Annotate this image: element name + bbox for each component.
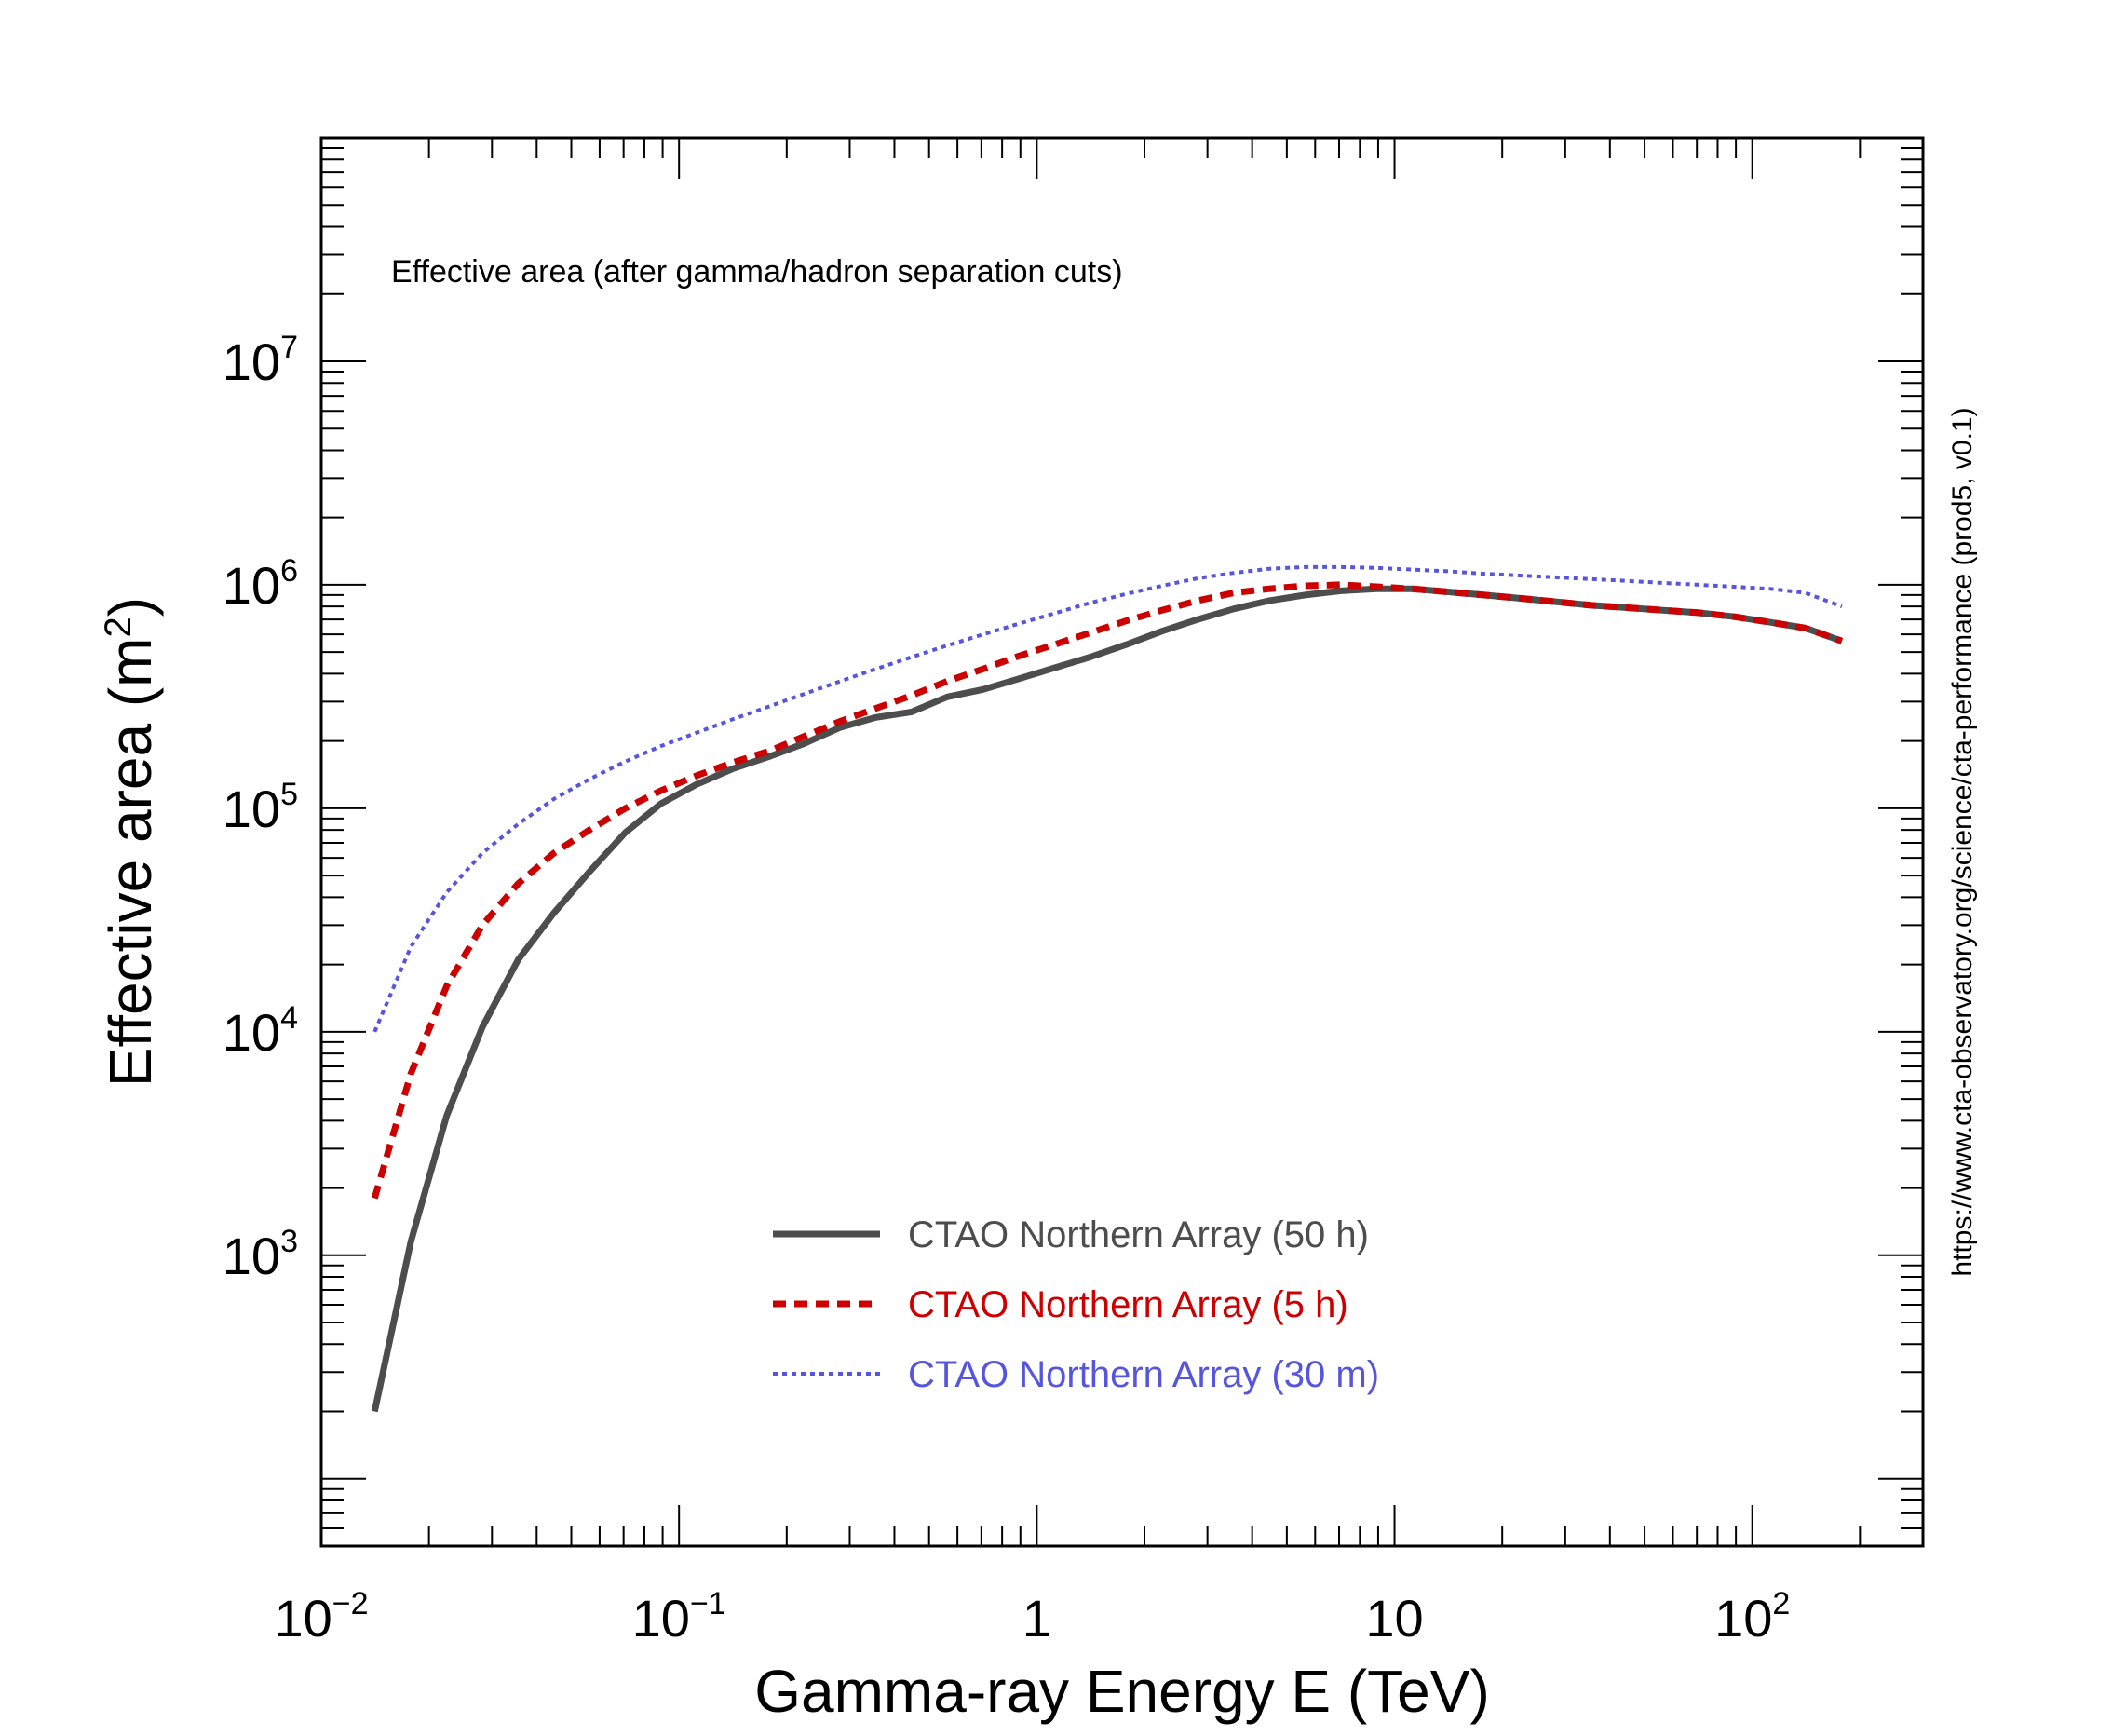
y-tick-label: 103 [223, 1224, 298, 1285]
y-axis-title-sup: 2 [98, 617, 139, 637]
x-tick-label-exp: −1 [690, 1586, 726, 1621]
legend-label-3: CTAO Northern Array (30 m) [908, 1354, 1379, 1395]
plot-inner-title: Effective area (after gamma/hadron separ… [391, 254, 1123, 290]
series-lines [371, 564, 1844, 1413]
x-tick-label-base: 10 [1714, 1589, 1772, 1648]
x-axis-title: Gamma-ray Energy E (TeV) [754, 1658, 1490, 1725]
x-tick-label-exp: −2 [332, 1586, 369, 1621]
x-tick-label-base: 10 [632, 1589, 690, 1648]
series-line-3 [372, 564, 1843, 1033]
legend-label-1: CTAO Northern Array (50 h) [908, 1214, 1369, 1255]
y-tick-label-base: 10 [223, 1003, 280, 1062]
minor-ticks [321, 138, 1924, 1547]
x-tick-label-base: 10 [274, 1589, 332, 1648]
y-axis-title-tail: ) [97, 597, 164, 617]
series-line-1 [371, 585, 1844, 1413]
y-tick-label-base: 10 [223, 1227, 280, 1285]
y-tick-label: 105 [223, 777, 298, 838]
y-tick-label-exp: 3 [280, 1224, 298, 1259]
legend-label-2: CTAO Northern Array (5 h) [908, 1284, 1348, 1325]
y-tick-label: 106 [223, 553, 298, 615]
x-tick-label-base: 10 [1365, 1589, 1423, 1648]
y-tick-label-base: 10 [223, 780, 280, 838]
side-note-url: https://www.cta-observatory.org/science/… [1947, 407, 1978, 1276]
plot-frame [319, 136, 1925, 1548]
y-tick-label: 107 [223, 330, 298, 391]
y-tick-label-exp: 6 [280, 553, 298, 589]
y-axis-title-main: Effective area (m [97, 638, 164, 1088]
x-tick-labels: 10−2 10−1 1 10 102 [274, 1586, 1790, 1648]
y-tick-label-exp: 5 [280, 777, 298, 812]
y-tick-label-exp: 4 [280, 1000, 298, 1036]
y-tick-label: 104 [223, 1000, 298, 1062]
y-tick-label-base: 10 [223, 332, 280, 391]
x-tick-label: 1 [1022, 1589, 1051, 1648]
y-tick-label-exp: 7 [280, 330, 298, 365]
x-tick-label: 10−2 [274, 1586, 368, 1648]
x-tick-label: 102 [1714, 1586, 1790, 1648]
series-line-2 [371, 581, 1844, 1200]
x-tick-label-exp: 2 [1772, 1586, 1790, 1621]
x-tick-label: 10 [1365, 1589, 1423, 1648]
x-tick-label: 10−1 [632, 1586, 726, 1648]
y-tick-label-base: 10 [223, 556, 280, 615]
y-axis-title: Effective area (m2) [97, 597, 164, 1087]
x-tick-label-base: 1 [1022, 1589, 1051, 1648]
legend: CTAO Northern Array (50 h) CTAO Northern … [773, 1214, 1379, 1395]
